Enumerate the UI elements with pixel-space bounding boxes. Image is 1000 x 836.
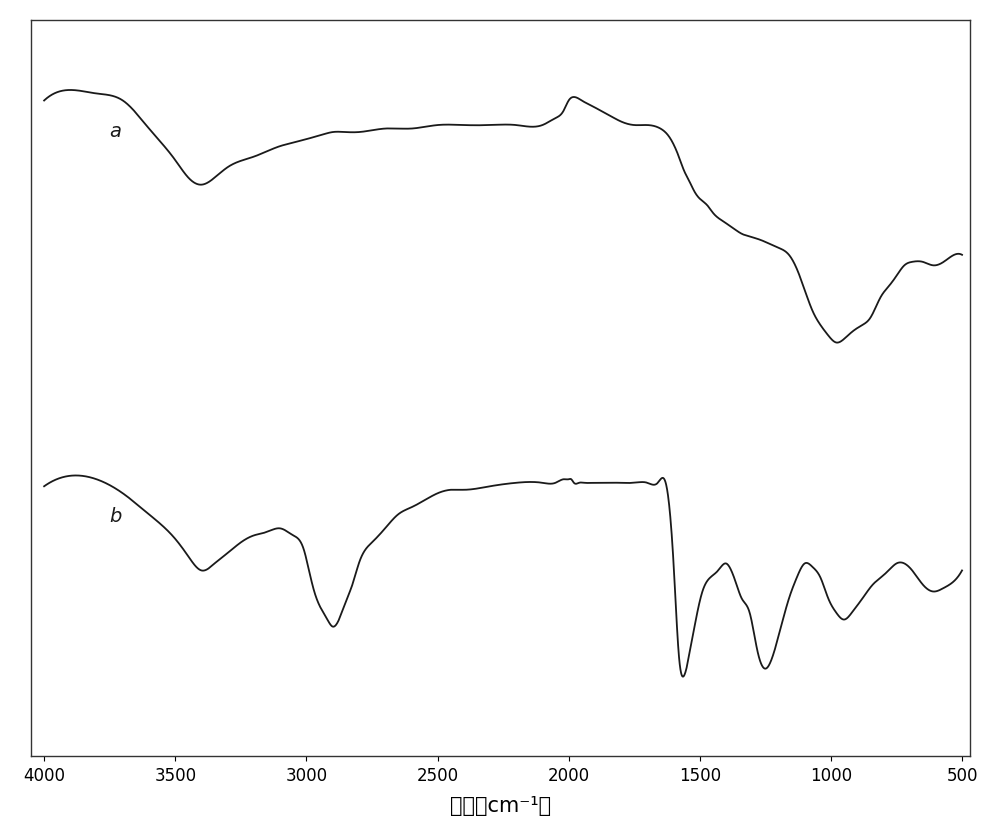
X-axis label: 波长（cm⁻¹）: 波长（cm⁻¹）: [450, 795, 551, 815]
Text: b: b: [110, 507, 122, 526]
Text: a: a: [110, 121, 122, 140]
